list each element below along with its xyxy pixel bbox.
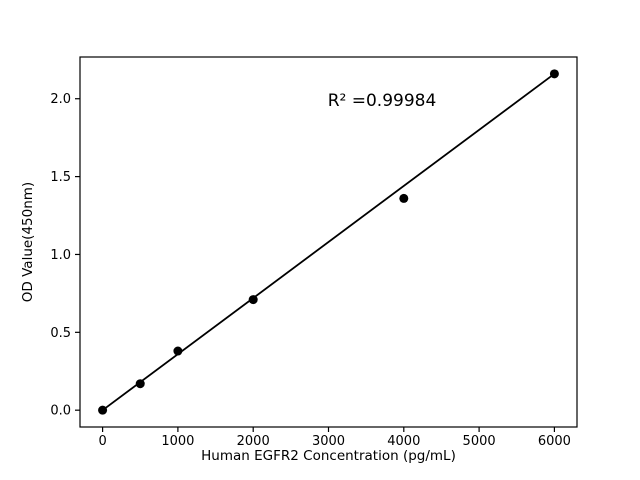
- x-axis-label: Human EGFR2 Concentration (pg/mL): [201, 448, 456, 464]
- data-point: [98, 405, 108, 415]
- data-point: [549, 69, 559, 79]
- y-tick-label: 1.0: [50, 248, 71, 263]
- x-tick-label: 0: [98, 434, 106, 449]
- y-tick-label: 0.0: [50, 404, 71, 419]
- y-tick-label: 2.0: [50, 92, 71, 107]
- data-point: [173, 346, 183, 356]
- x-tick-label: 2000: [237, 434, 270, 449]
- y-axis-label: OD Value(450nm): [20, 181, 36, 303]
- x-tick-label: 5000: [463, 434, 496, 449]
- x-tick-label: 6000: [538, 434, 571, 449]
- y-tick-label: 0.5: [50, 326, 71, 341]
- x-tick-label: 3000: [312, 434, 345, 449]
- data-point: [248, 295, 258, 305]
- x-tick-label: 1000: [161, 434, 194, 449]
- regression-line: [101, 72, 556, 412]
- r-squared-annotation: R² =0.99984: [327, 91, 437, 111]
- data-point: [399, 193, 409, 203]
- x-tick-label: 4000: [387, 434, 420, 449]
- data-point: [135, 379, 145, 389]
- y-tick-label: 1.5: [50, 170, 71, 185]
